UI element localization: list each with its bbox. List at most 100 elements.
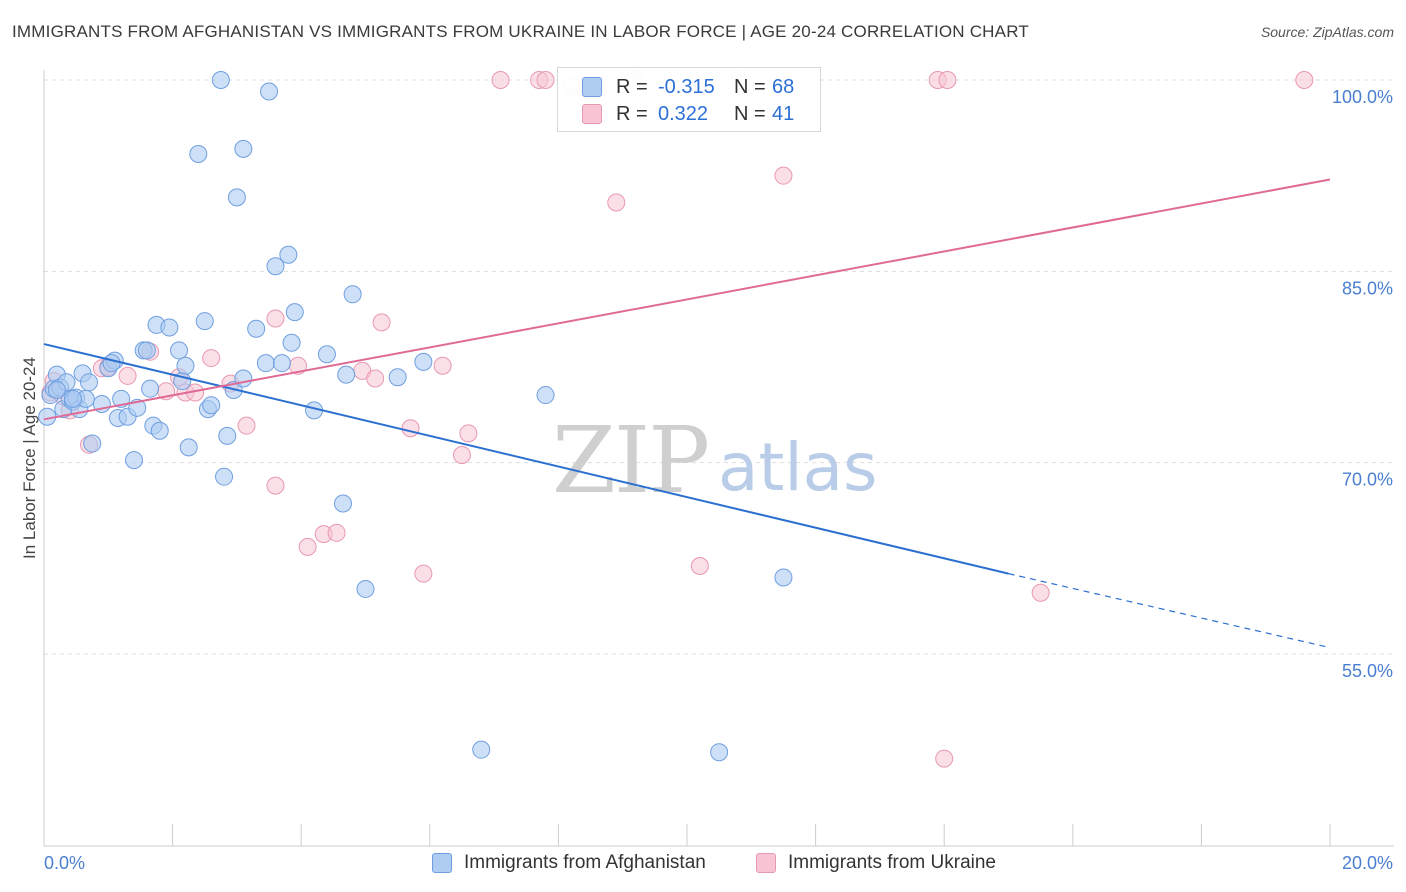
ukraine-point[interactable] bbox=[491, 71, 510, 89]
ukraine-point[interactable] bbox=[452, 446, 471, 465]
afghanistan-point[interactable] bbox=[218, 426, 237, 445]
y-tick-label: 85.0% bbox=[1342, 278, 1393, 298]
y-tick-labels: 55.0% 70.0% 85.0% 100.0% bbox=[1332, 87, 1393, 681]
afghanistan-point[interactable] bbox=[247, 319, 266, 338]
ukraine-point[interactable] bbox=[1031, 583, 1050, 602]
afghanistan-point[interactable] bbox=[83, 434, 102, 453]
ukraine-point[interactable] bbox=[690, 556, 709, 575]
afghanistan-point[interactable] bbox=[260, 82, 279, 101]
ukraine-point[interactable] bbox=[935, 749, 954, 768]
correlation-legend: R = -0.315 N = 68 R = 0.322 N = 41 bbox=[557, 67, 821, 132]
legend-n-value-afghanistan: 68 bbox=[772, 75, 795, 98]
afghanistan-point[interactable] bbox=[47, 380, 66, 399]
ukraine-swatch bbox=[582, 104, 602, 124]
afghanistan-point[interactable] bbox=[63, 389, 82, 408]
afghanistan-point[interactable] bbox=[179, 438, 198, 457]
afghanistan-point[interactable] bbox=[80, 373, 99, 392]
legend-item-afghanistan[interactable]: Immigrants from Afghanistan bbox=[432, 852, 706, 874]
afghanistan-point[interactable] bbox=[137, 341, 156, 360]
ukraine-point[interactable] bbox=[938, 71, 957, 89]
axes bbox=[43, 70, 1394, 847]
ukraine-point[interactable] bbox=[536, 71, 555, 89]
legend-n-label: N = bbox=[734, 75, 766, 98]
ukraine-point[interactable] bbox=[607, 193, 626, 212]
afghanistan-point[interactable] bbox=[774, 568, 793, 587]
y-axis-label: In Labor Force | Age 20-24 bbox=[20, 357, 39, 559]
afghanistan-point[interactable] bbox=[227, 188, 246, 207]
ukraine-point[interactable] bbox=[366, 369, 385, 388]
legend-r-label: R = bbox=[616, 102, 648, 125]
afghanistan-point[interactable] bbox=[211, 71, 230, 89]
afghanistan-point[interactable] bbox=[234, 139, 253, 158]
afghanistan-point[interactable] bbox=[215, 467, 234, 486]
afghanistan-point[interactable] bbox=[285, 303, 304, 322]
ukraine-point[interactable] bbox=[266, 309, 285, 328]
ukraine-swatch bbox=[756, 853, 776, 873]
ukraine-trend-line bbox=[43, 178, 1331, 421]
afghanistan-swatch bbox=[582, 77, 602, 97]
watermark-atlas: atlas bbox=[718, 429, 878, 506]
legend-label-afghanistan: Immigrants from Afghanistan bbox=[464, 852, 706, 873]
y-tick-label: 100.0% bbox=[1332, 87, 1393, 107]
ukraine-point[interactable] bbox=[266, 476, 285, 495]
ukraine-point[interactable] bbox=[433, 356, 452, 375]
ukraine-point[interactable] bbox=[459, 424, 478, 443]
ukraine-point[interactable] bbox=[237, 416, 256, 435]
ukraine-point[interactable] bbox=[298, 537, 317, 556]
afghanistan-point[interactable] bbox=[279, 245, 298, 264]
afghanistan-point[interactable] bbox=[256, 354, 275, 373]
afghanistan-point[interactable] bbox=[536, 386, 555, 405]
watermark-zip: ZIP bbox=[552, 407, 708, 514]
chart-source: Source: ZipAtlas.com bbox=[1260, 24, 1394, 40]
trend-lines bbox=[43, 178, 1331, 649]
afghanistan-point[interactable] bbox=[414, 352, 433, 371]
ukraine-point[interactable] bbox=[118, 366, 137, 385]
afghanistan-point[interactable] bbox=[472, 740, 491, 759]
afghanistan-point[interactable] bbox=[150, 421, 169, 440]
x-tick-labels: 0.0% 20.0% bbox=[44, 853, 1393, 873]
afghanistan-point[interactable] bbox=[202, 396, 221, 415]
afghanistan-swatch bbox=[432, 853, 452, 873]
legend-r-label: R = bbox=[616, 75, 648, 98]
afghanistan-point[interactable] bbox=[170, 341, 189, 360]
afghanistan-point[interactable] bbox=[176, 356, 195, 375]
series-legend: Immigrants from Afghanistan Immigrants f… bbox=[0, 852, 1406, 876]
legend-item-ukraine[interactable]: Immigrants from Ukraine bbox=[756, 852, 996, 874]
afghanistan-point[interactable] bbox=[266, 257, 285, 276]
ukraine-point[interactable] bbox=[401, 419, 420, 438]
x-tick-label-max: 20.0% bbox=[1342, 853, 1393, 873]
afghanistan-point[interactable] bbox=[388, 368, 407, 387]
afghanistan-point[interactable] bbox=[356, 579, 375, 598]
ukraine-point[interactable] bbox=[202, 349, 221, 368]
ukraine-point[interactable] bbox=[1295, 71, 1314, 89]
afghanistan-point[interactable] bbox=[160, 318, 179, 337]
y-tick-label: 55.0% bbox=[1342, 661, 1393, 681]
afghanistan-point[interactable] bbox=[195, 312, 214, 331]
afghanistan-point[interactable] bbox=[102, 354, 121, 373]
ukraine-point[interactable] bbox=[372, 313, 391, 332]
afghanistan-point[interactable] bbox=[282, 333, 301, 352]
afghanistan-point[interactable] bbox=[337, 365, 356, 384]
legend-r-value-afghanistan: -0.315 bbox=[658, 75, 715, 98]
afghanistan-point[interactable] bbox=[141, 379, 160, 398]
legend-n-value-ukraine: 41 bbox=[772, 102, 795, 125]
ukraine-point[interactable] bbox=[774, 166, 793, 185]
legend-n-label: N = bbox=[734, 102, 766, 125]
afghanistan-point[interactable] bbox=[234, 369, 253, 388]
afghanistan-point[interactable] bbox=[272, 354, 291, 373]
watermark: ZIP atlas bbox=[552, 407, 878, 514]
legend-r-value-ukraine: 0.322 bbox=[658, 102, 709, 125]
afghanistan-point[interactable] bbox=[125, 451, 144, 470]
ukraine-point[interactable] bbox=[327, 523, 346, 542]
afghanistan-point[interactable] bbox=[333, 494, 352, 513]
afghanistan-point[interactable] bbox=[343, 285, 362, 304]
grid-lines bbox=[44, 79, 1394, 655]
ukraine-point[interactable] bbox=[414, 564, 433, 583]
afghanistan-point[interactable] bbox=[317, 345, 336, 364]
x-tick-label-min: 0.0% bbox=[44, 853, 85, 873]
chart-title: IMMIGRANTS FROM AFGHANISTAN VS IMMIGRANT… bbox=[12, 22, 1029, 41]
afghanistan-point[interactable] bbox=[189, 144, 208, 163]
afghanistan-point[interactable] bbox=[710, 743, 729, 762]
y-tick-label: 70.0% bbox=[1342, 470, 1393, 490]
